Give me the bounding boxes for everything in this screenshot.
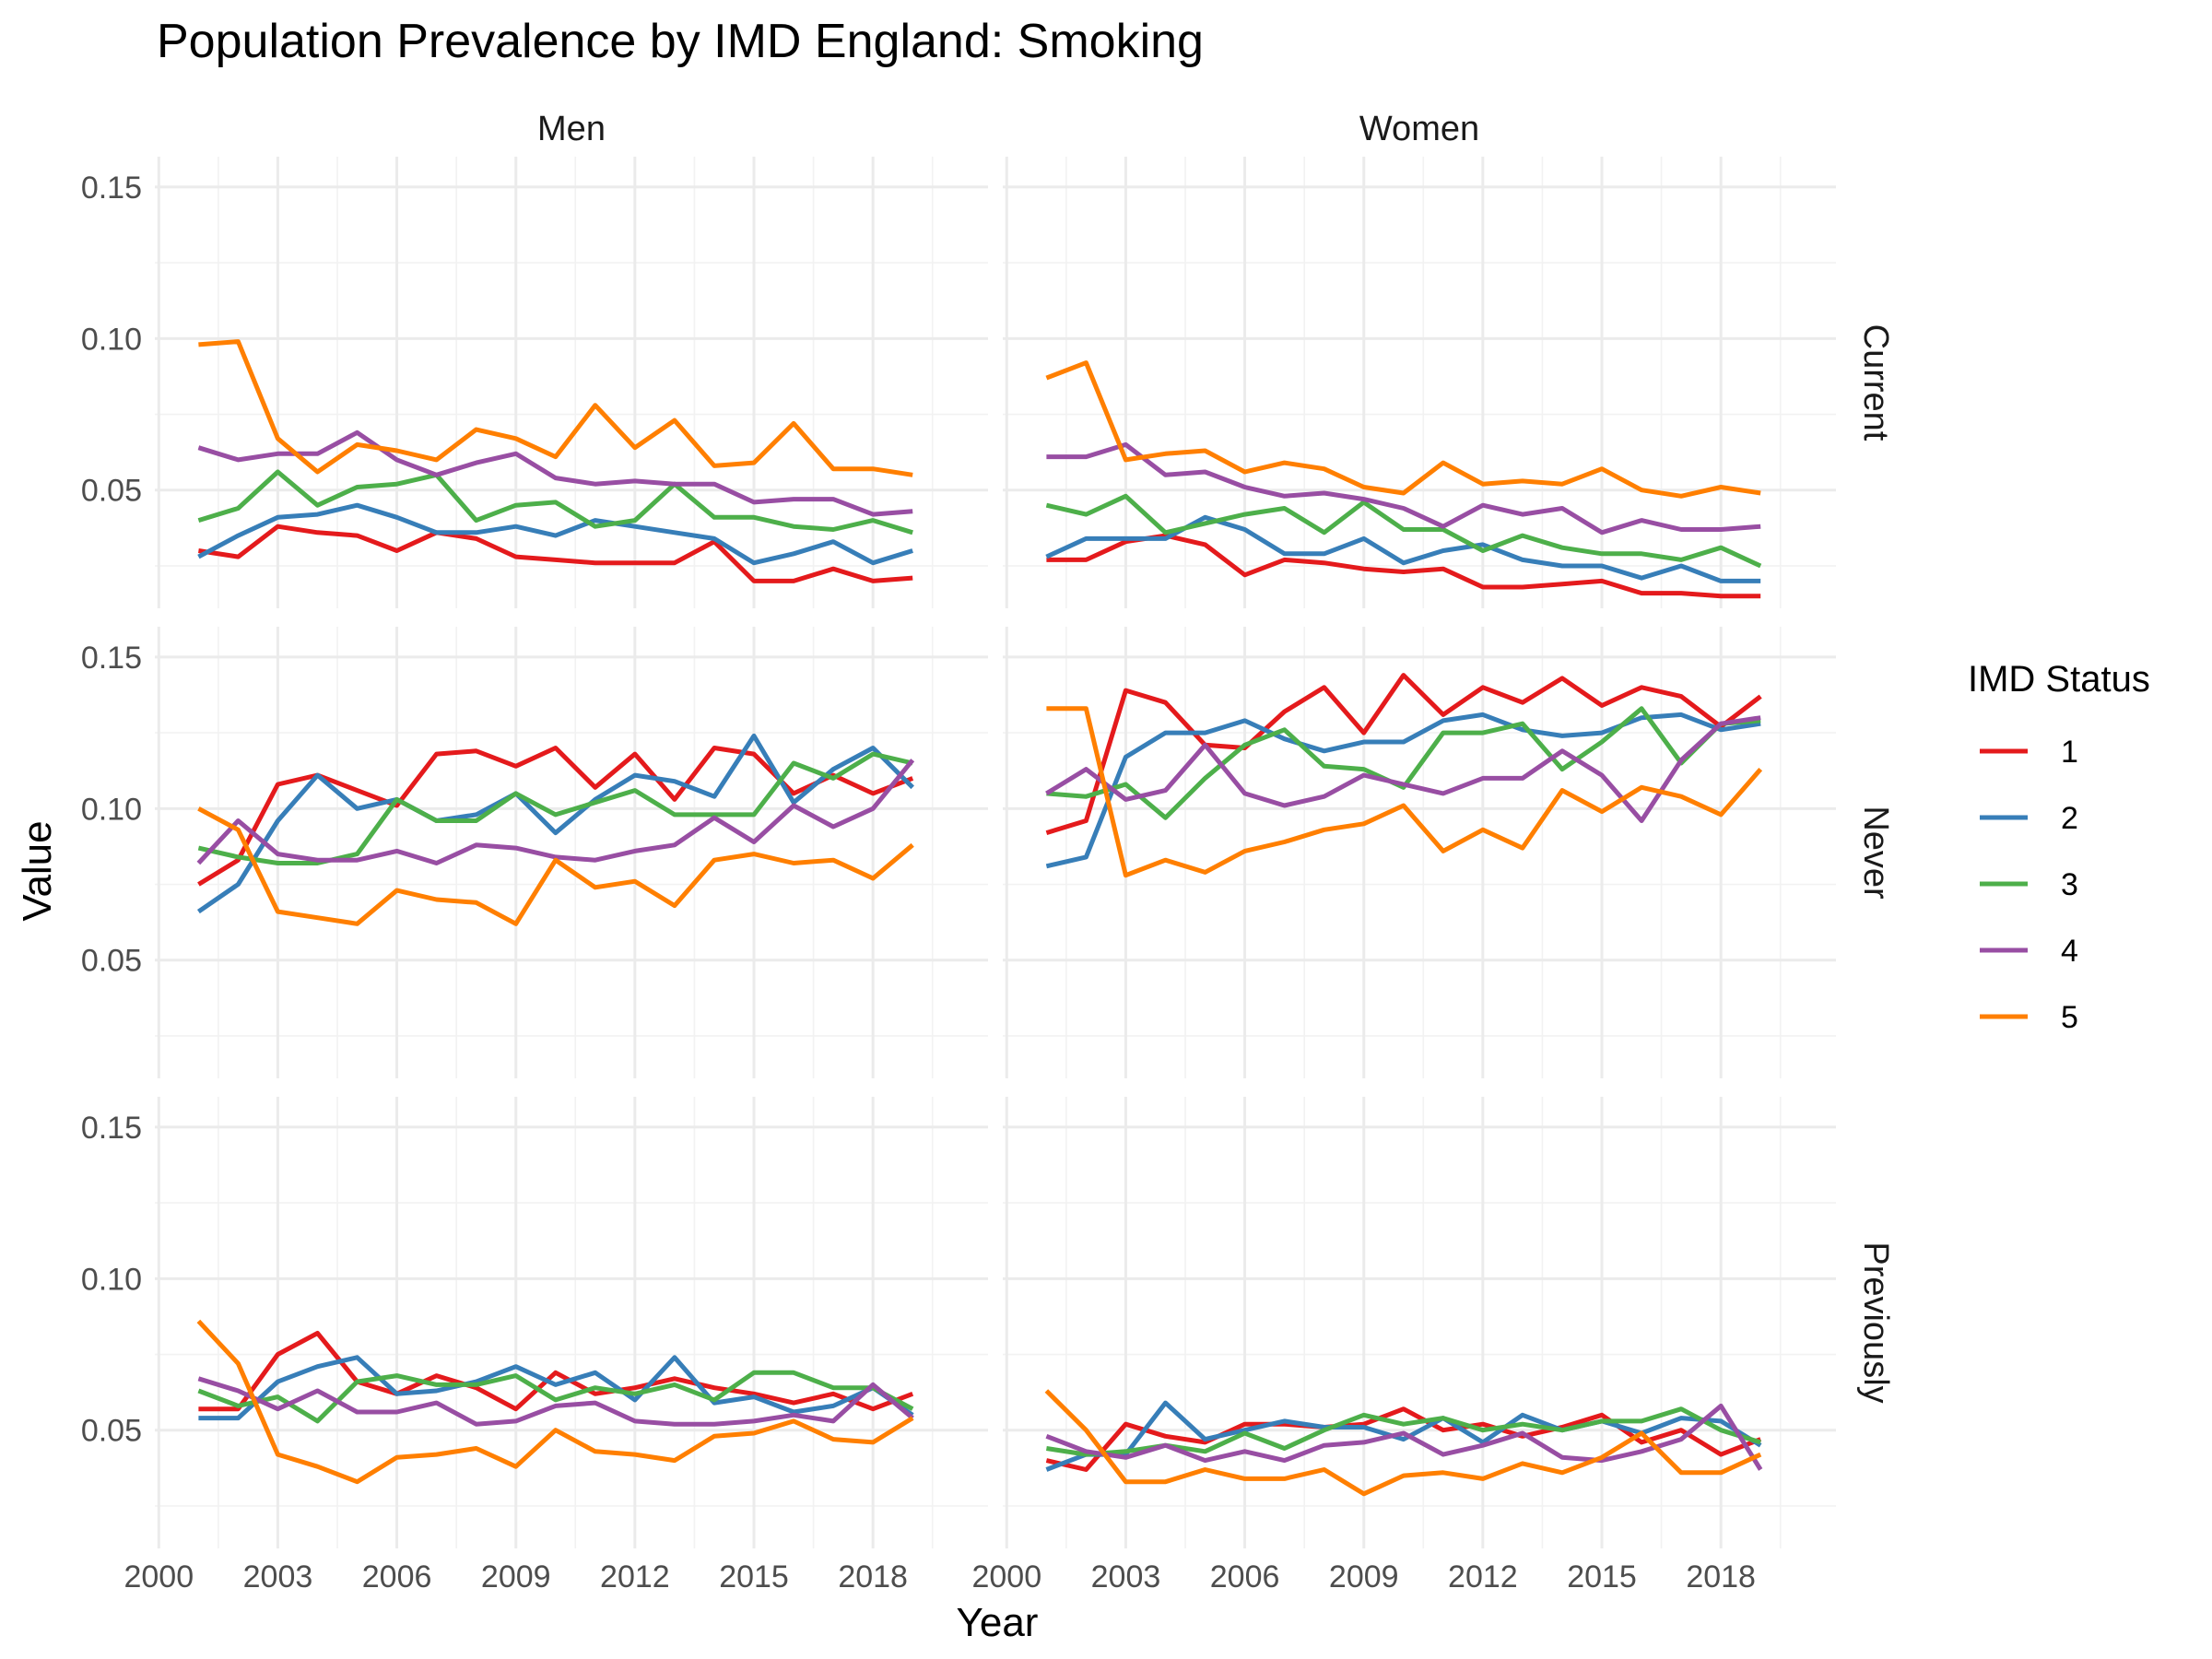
series-line-imd-2: [1045, 1400, 1762, 1472]
legend-label: 1: [2061, 735, 2078, 770]
legend-item-5: 5: [1980, 1000, 2078, 1035]
series-line-imd-3: [197, 1370, 914, 1424]
y-tick-label: 0.15: [81, 1111, 142, 1146]
legend-item-2: 2: [1980, 801, 2078, 836]
x-tick-label: 2015: [719, 1559, 789, 1594]
series-line-imd-4: [1045, 1403, 1763, 1471]
legend-label: 4: [2061, 934, 2078, 969]
series-line-imd-2: [198, 1355, 914, 1421]
facet-column-label: Men: [537, 110, 606, 148]
series-line-imd-3: [197, 469, 913, 535]
series-line-imd-4: [196, 759, 915, 865]
legend-label: 5: [2061, 1000, 2078, 1035]
series-line-imd-1: [1046, 533, 1761, 599]
legend-item-4: 4: [1980, 934, 2078, 969]
x-tick-label: 2018: [838, 1559, 908, 1594]
x-tick-label: 2003: [1091, 1559, 1161, 1594]
panels-layer: Men WomenCurrentNeverPreviously0.050.100.…: [81, 110, 1895, 1594]
series-line-imd-2: [197, 502, 913, 566]
y-tick-label: 0.05: [81, 944, 142, 979]
series-line-imd-3: [1045, 493, 1762, 569]
legend-item-3: 3: [1980, 867, 2078, 902]
facet-panel: [1003, 627, 1836, 1078]
series-line-imd-5: [198, 339, 913, 477]
series-line-imd-5: [1046, 706, 1763, 878]
series-line-imd-5: [1045, 360, 1761, 499]
series-line-imd-1: [198, 524, 913, 583]
legend-title: IMD Status: [1968, 659, 2150, 700]
series-line-imd-1: [1045, 1406, 1762, 1472]
y-tick-label: 0.15: [81, 641, 142, 676]
facet-panel: 0.05 0.10 0.15 2000 2003 2006 2009 2012 2015 2018: [81, 1097, 988, 1594]
series-line-imd-2: [1045, 712, 1761, 869]
series-line-imd-3: [197, 751, 913, 865]
legend-label: 2: [2061, 801, 2078, 836]
x-tick-label: 2012: [600, 1559, 670, 1594]
legend: IMD Status 1 2 3 4 5: [1968, 659, 2150, 1035]
series-line-imd-4: [1045, 715, 1761, 823]
series-line-imd-1: [1045, 673, 1762, 835]
x-tick-label: 2006: [362, 1559, 432, 1594]
x-tick-label: 2000: [124, 1559, 194, 1594]
x-tick-label: 2006: [1210, 1559, 1280, 1594]
x-tick-label: 2012: [1448, 1559, 1518, 1594]
y-tick-label: 0.10: [81, 792, 142, 827]
y-tick-label: 0.05: [81, 474, 142, 509]
x-axis-title: Year: [957, 1600, 1039, 1645]
series-line-imd-3: [1046, 706, 1761, 820]
legend-item-1: 1: [1980, 735, 2078, 770]
series-line-imd-2: [1045, 514, 1761, 583]
chart-title: Population Prevalence by IMD England: Sm…: [157, 15, 1204, 68]
series-line-imd-4: [197, 429, 913, 517]
y-tick-label: 0.15: [81, 171, 142, 206]
legend-label: 3: [2061, 867, 2078, 902]
series-line-imd-2: [196, 733, 914, 914]
facet-column-label: Women: [1359, 110, 1479, 148]
facet-row-label: Never: [1856, 806, 1895, 900]
facet-row-label: Previously: [1856, 1241, 1895, 1403]
series-line-imd-4: [197, 1376, 914, 1427]
y-axis-title: Value: [15, 820, 60, 921]
series-line-imd-1: [198, 1331, 914, 1412]
x-tick-label: 2009: [481, 1559, 551, 1594]
x-tick-label: 2018: [1686, 1559, 1756, 1594]
facet-row-label: Current: [1856, 324, 1895, 441]
x-tick-label: 2015: [1567, 1559, 1637, 1594]
x-tick-label: 2009: [1329, 1559, 1399, 1594]
series-line-imd-5: [1044, 1389, 1762, 1497]
series-line-imd-4: [1046, 441, 1761, 535]
series-line-imd-5: [196, 1319, 914, 1485]
x-tick-label: 2000: [971, 1559, 1041, 1594]
facet-panel: 2000 2003 2006 2009 2012 2015 2018: [971, 1097, 1836, 1594]
y-tick-label: 0.10: [81, 1262, 142, 1297]
y-tick-label: 0.05: [81, 1414, 142, 1449]
facet-panel: 0.05 0.10 0.15: [81, 627, 988, 1078]
facet-panel: 0.05 0.10 0.15: [81, 157, 988, 608]
y-tick-label: 0.10: [81, 322, 142, 357]
series-line-imd-5: [197, 806, 914, 926]
x-tick-label: 2003: [243, 1559, 313, 1594]
